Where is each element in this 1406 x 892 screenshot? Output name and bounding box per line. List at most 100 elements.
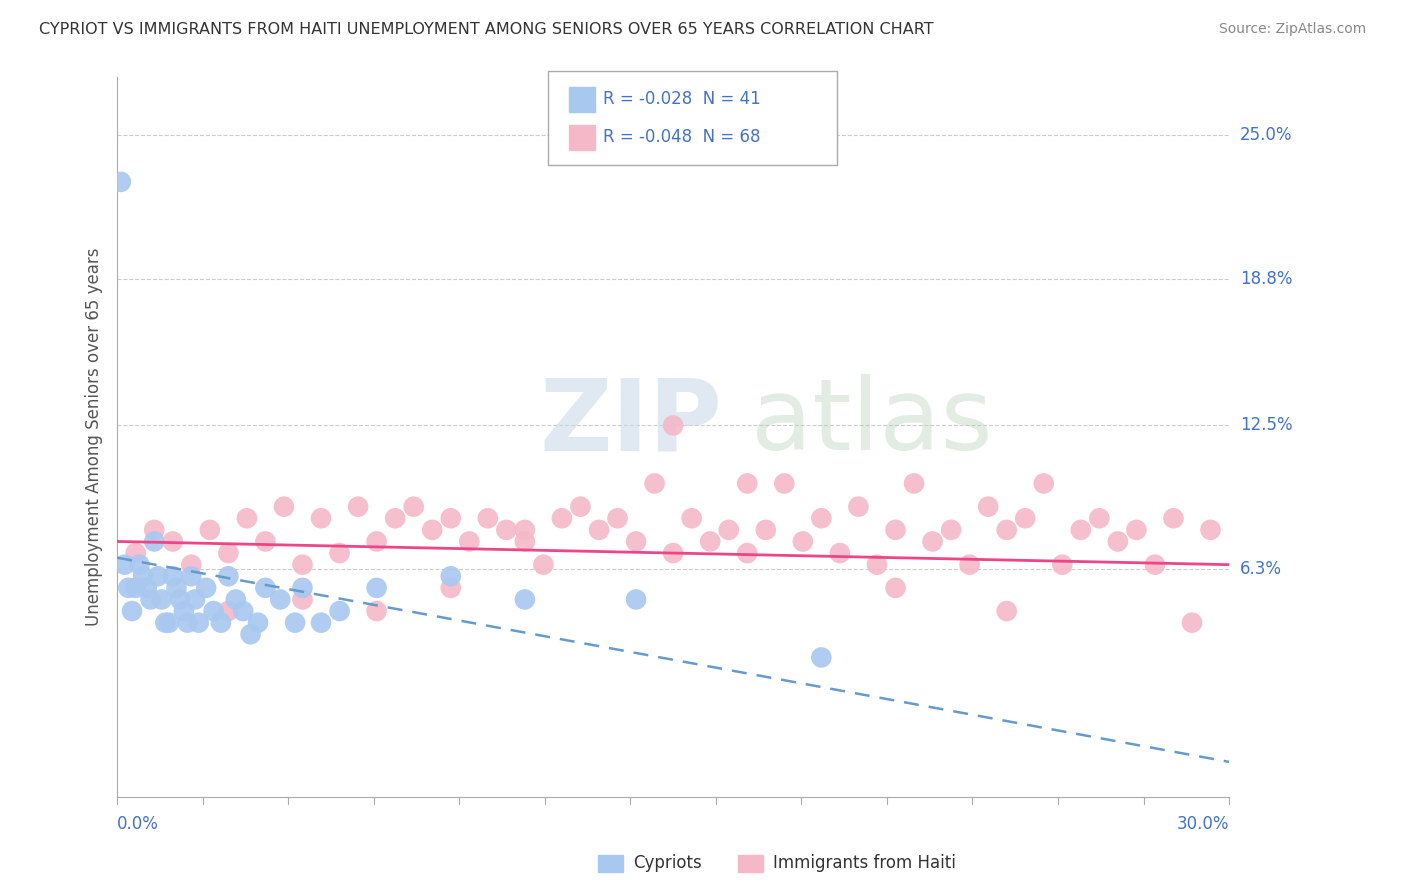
Point bbox=[1107, 534, 1129, 549]
Point bbox=[644, 476, 666, 491]
Point bbox=[959, 558, 981, 572]
Point bbox=[139, 592, 162, 607]
Text: 18.8%: 18.8% bbox=[1240, 270, 1292, 288]
Point bbox=[495, 523, 517, 537]
Text: 25.0%: 25.0% bbox=[1240, 127, 1292, 145]
Point bbox=[681, 511, 703, 525]
Point bbox=[1163, 511, 1185, 525]
Point bbox=[810, 511, 832, 525]
Point bbox=[176, 615, 198, 630]
Point bbox=[209, 615, 232, 630]
Text: atlas: atlas bbox=[751, 374, 993, 471]
Point bbox=[440, 511, 463, 525]
Point bbox=[291, 592, 314, 607]
Point bbox=[792, 534, 814, 549]
Point bbox=[662, 546, 685, 560]
Text: Cypriots: Cypriots bbox=[633, 855, 702, 872]
Point bbox=[143, 534, 166, 549]
Point bbox=[884, 523, 907, 537]
Point bbox=[225, 592, 247, 607]
Point bbox=[588, 523, 610, 537]
Point bbox=[173, 604, 195, 618]
Point bbox=[551, 511, 574, 525]
Point bbox=[420, 523, 443, 537]
Point bbox=[309, 615, 332, 630]
Point bbox=[198, 523, 221, 537]
Point bbox=[458, 534, 481, 549]
Point bbox=[921, 534, 943, 549]
Text: Source: ZipAtlas.com: Source: ZipAtlas.com bbox=[1219, 22, 1367, 37]
Point bbox=[135, 581, 157, 595]
Point bbox=[1181, 615, 1204, 630]
Point bbox=[239, 627, 262, 641]
Point bbox=[477, 511, 499, 525]
Point bbox=[162, 569, 184, 583]
Text: 12.5%: 12.5% bbox=[1240, 417, 1292, 434]
Point bbox=[128, 558, 150, 572]
Point bbox=[366, 581, 388, 595]
Point bbox=[114, 558, 136, 572]
Point bbox=[254, 534, 277, 549]
Point bbox=[125, 546, 148, 560]
Point bbox=[402, 500, 425, 514]
Point bbox=[848, 500, 870, 514]
Point bbox=[939, 523, 962, 537]
Point bbox=[157, 615, 180, 630]
Point bbox=[347, 500, 370, 514]
Point bbox=[143, 523, 166, 537]
Point bbox=[1032, 476, 1054, 491]
Point bbox=[1014, 511, 1036, 525]
Point bbox=[773, 476, 796, 491]
Text: ZIP: ZIP bbox=[540, 374, 723, 471]
Point bbox=[735, 546, 758, 560]
Point bbox=[1199, 523, 1222, 537]
Point bbox=[284, 615, 307, 630]
Point bbox=[1143, 558, 1166, 572]
Point bbox=[169, 592, 191, 607]
Point bbox=[269, 592, 291, 607]
Text: 0.0%: 0.0% bbox=[117, 815, 159, 833]
Point bbox=[569, 500, 592, 514]
Point bbox=[735, 476, 758, 491]
Point bbox=[513, 534, 536, 549]
Point bbox=[1052, 558, 1074, 572]
Point bbox=[884, 581, 907, 595]
Point bbox=[995, 523, 1018, 537]
Point bbox=[513, 592, 536, 607]
Point bbox=[184, 592, 207, 607]
Point bbox=[384, 511, 406, 525]
Point bbox=[291, 581, 314, 595]
Point bbox=[366, 534, 388, 549]
Point bbox=[217, 569, 239, 583]
Point bbox=[699, 534, 721, 549]
Text: 6.3%: 6.3% bbox=[1240, 560, 1282, 578]
Text: Immigrants from Haiti: Immigrants from Haiti bbox=[773, 855, 956, 872]
Point bbox=[606, 511, 628, 525]
Point bbox=[903, 476, 925, 491]
Point bbox=[162, 534, 184, 549]
Point bbox=[180, 569, 202, 583]
Text: CYPRIOT VS IMMIGRANTS FROM HAITI UNEMPLOYMENT AMONG SENIORS OVER 65 YEARS CORREL: CYPRIOT VS IMMIGRANTS FROM HAITI UNEMPLO… bbox=[39, 22, 934, 37]
Point bbox=[180, 558, 202, 572]
Point bbox=[309, 511, 332, 525]
Point bbox=[513, 523, 536, 537]
Point bbox=[187, 615, 209, 630]
Text: R = -0.028  N = 41: R = -0.028 N = 41 bbox=[603, 90, 761, 108]
Point bbox=[117, 581, 139, 595]
Point bbox=[146, 569, 169, 583]
Point bbox=[1088, 511, 1111, 525]
Point bbox=[755, 523, 778, 537]
Point bbox=[995, 604, 1018, 618]
Point bbox=[217, 546, 239, 560]
Point bbox=[662, 418, 685, 433]
Point bbox=[247, 615, 270, 630]
Point bbox=[217, 604, 239, 618]
Point bbox=[155, 615, 177, 630]
Point bbox=[531, 558, 554, 572]
Point bbox=[254, 581, 277, 595]
Point bbox=[150, 592, 173, 607]
Point bbox=[366, 604, 388, 618]
Point bbox=[166, 581, 188, 595]
Point bbox=[329, 546, 352, 560]
Point bbox=[121, 604, 143, 618]
